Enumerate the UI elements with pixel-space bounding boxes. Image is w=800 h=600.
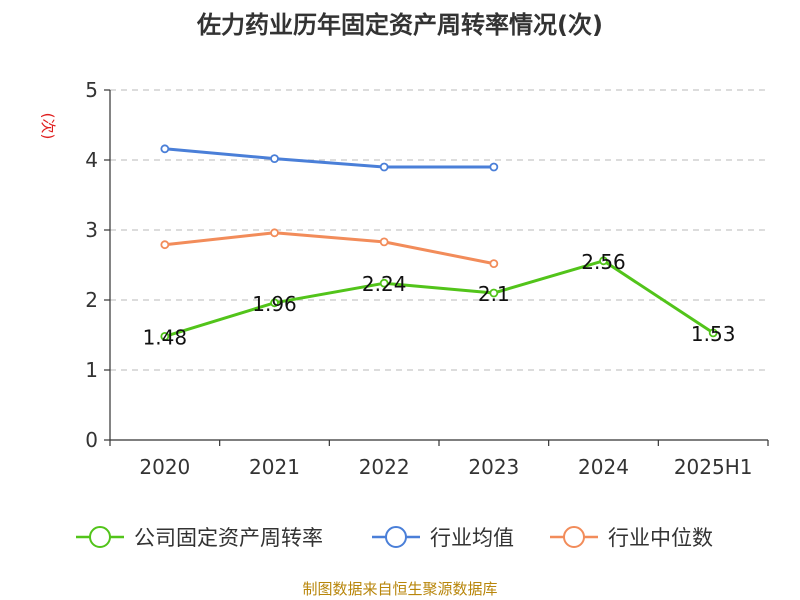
series-line-2 bbox=[164, 231, 495, 266]
data-point bbox=[708, 328, 718, 338]
y-tick-label: 2 bbox=[85, 288, 98, 312]
legend-marker bbox=[385, 526, 407, 548]
legend-label: 行业均值 bbox=[430, 526, 514, 550]
legend-marker bbox=[89, 526, 111, 548]
data-point bbox=[160, 240, 170, 250]
data-label: 1.53 bbox=[691, 322, 736, 346]
data-point bbox=[379, 237, 389, 247]
data-point bbox=[489, 288, 499, 298]
data-point bbox=[379, 162, 389, 172]
y-tick-label: 4 bbox=[85, 148, 98, 172]
x-tick-label: 2024 bbox=[578, 455, 629, 479]
data-label: 2.56 bbox=[581, 250, 626, 274]
data-label: 1.96 bbox=[252, 292, 297, 316]
chart-title: 佐力药业历年固定资产周转率情况(次) bbox=[196, 11, 603, 39]
data-point bbox=[270, 228, 279, 238]
data-point bbox=[160, 331, 170, 341]
data-label: 2.24 bbox=[362, 272, 407, 296]
y-axis-label: (次) bbox=[39, 113, 57, 140]
series-line-0 bbox=[164, 259, 715, 338]
axes: 0 1 2 3 4 5 2020 2021 2022 2023 2024 2025H1 bbox=[85, 78, 769, 479]
series-group: 1.48 1.96 2.24 2.1 2.56 1.53 bbox=[143, 144, 736, 349]
data-point bbox=[270, 298, 279, 308]
grid bbox=[110, 89, 768, 371]
legend-label: 公司固定资产周转率 bbox=[134, 526, 323, 550]
legend-marker bbox=[563, 526, 585, 548]
data-label: 2.1 bbox=[478, 282, 510, 306]
x-tick-label: 2021 bbox=[249, 455, 300, 479]
x-tick-label: 2020 bbox=[139, 455, 190, 479]
legend-label: 行业中位数 bbox=[608, 526, 713, 550]
source-note: 制图数据来自恒生聚源数据库 bbox=[302, 580, 497, 598]
data-point bbox=[489, 259, 499, 269]
series-line-1 bbox=[164, 147, 494, 169]
data-point bbox=[160, 144, 170, 154]
x-tick-label: 2023 bbox=[468, 455, 519, 479]
y-tick-label: 1 bbox=[85, 358, 98, 382]
legend: 公司固定资产周转率 行业均值 行业中位数 bbox=[76, 526, 713, 550]
data-point bbox=[489, 162, 499, 172]
x-tick-label: 2025H1 bbox=[674, 455, 753, 479]
y-tick-label: 5 bbox=[85, 78, 98, 102]
data-label: 1.48 bbox=[143, 325, 188, 349]
data-point bbox=[270, 154, 279, 164]
y-tick-label: 3 bbox=[85, 218, 98, 242]
x-tick-label: 2022 bbox=[359, 455, 410, 479]
data-point bbox=[379, 278, 389, 288]
data-point bbox=[599, 256, 608, 266]
y-tick-label: 0 bbox=[85, 428, 98, 452]
